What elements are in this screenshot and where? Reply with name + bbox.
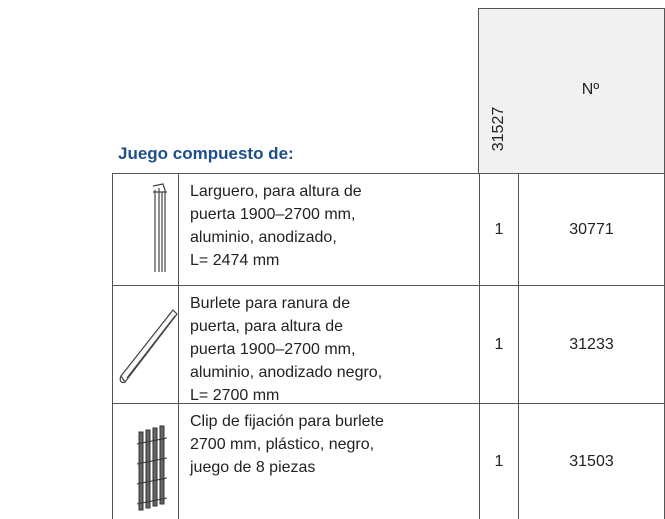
- quantity: 1: [479, 404, 518, 519]
- header-label: 31527: [490, 106, 507, 152]
- description-line: L= 2474 mm: [190, 252, 280, 269]
- header-cell: 31527: [478, 8, 518, 174]
- description-line: juego de 8 piezas: [190, 459, 316, 476]
- description-line: puerta, para altura de: [190, 318, 343, 335]
- description-line: L= 2700 mm: [190, 387, 280, 404]
- description-line: puerta 1900–2700 mm,: [190, 341, 356, 358]
- description-line: Clip de fijación para burlete: [190, 413, 384, 430]
- product-icon: [136, 425, 168, 511]
- description-line: Larguero, para altura de: [190, 183, 362, 200]
- quantity: 1: [479, 286, 518, 404]
- description-line: aluminio, anodizado,: [190, 229, 337, 246]
- article-number: 31233: [518, 286, 664, 404]
- table-row: Burlete para ranura de puerta, para altur…: [112, 285, 665, 404]
- article-number: 31503: [518, 404, 664, 519]
- table-row: Clip de fijación para burlete 2700 mm, pl…: [112, 403, 665, 519]
- description: Larguero, para altura de puerta 1900–2700…: [178, 174, 479, 286]
- section-title: Juego compuesto de:: [118, 144, 294, 163]
- product-icon: [119, 309, 178, 384]
- product-icon: [152, 183, 167, 272]
- description-line: 2700 mm, plástico, negro,: [190, 436, 375, 453]
- header-label: Nº: [581, 81, 600, 98]
- table-row: Larguero, para altura de puerta 1900–2700…: [112, 173, 665, 286]
- description-line: aluminio, anodizado negro,: [190, 364, 383, 381]
- quantity: 1: [479, 174, 518, 286]
- description: Clip de fijación para burlete 2700 mm, pl…: [178, 404, 479, 519]
- description-line: puerta 1900–2700 mm,: [190, 206, 356, 223]
- article-number: 30771: [518, 174, 664, 286]
- description: Burlete para ranura de puerta, para altur…: [178, 286, 479, 404]
- header-cell: Nº: [517, 8, 665, 174]
- description-line: Burlete para ranura de: [190, 295, 351, 312]
